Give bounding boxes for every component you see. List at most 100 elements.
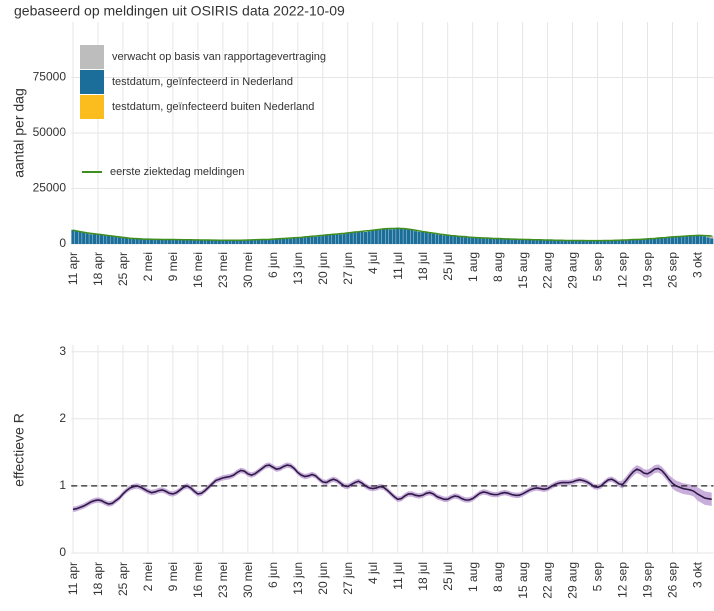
- y-axis-title: aantal per dag: [11, 88, 27, 178]
- bar: [174, 239, 179, 244]
- bar: [663, 238, 667, 244]
- bar: [460, 236, 464, 244]
- x-tick-label: 12 sep: [616, 252, 630, 288]
- x-tick-label: 11 jul: [391, 252, 405, 280]
- bar: [417, 231, 421, 244]
- bar: [702, 236, 707, 244]
- bar: [667, 237, 671, 244]
- bar: [706, 237, 710, 244]
- bar: [588, 240, 592, 244]
- bar: [510, 239, 514, 244]
- bar: [513, 239, 518, 244]
- bar: [488, 238, 493, 244]
- bar: [274, 238, 278, 244]
- bar: [463, 237, 468, 244]
- bar: [142, 239, 146, 244]
- bar: [121, 237, 125, 244]
- bar: [107, 235, 111, 244]
- bar: [331, 234, 336, 244]
- x-tick-label: 9 mei: [166, 252, 180, 281]
- x-tick-label: 11 apr: [66, 562, 80, 595]
- bar: [428, 233, 432, 244]
- bar: [563, 240, 568, 244]
- bar: [456, 236, 460, 244]
- y-tick-label: 0: [59, 545, 66, 559]
- y-tick-label: 75000: [33, 70, 67, 84]
- y-tick-label: 0: [59, 236, 66, 250]
- bar: [192, 240, 196, 244]
- bar: [78, 231, 82, 244]
- bar: [378, 229, 382, 244]
- x-tick-label: 1 aug: [466, 562, 480, 592]
- x-tick-label: 6 jun: [266, 562, 280, 588]
- x-tick-label: 18 apr: [91, 252, 105, 286]
- y-tick-label: 2: [59, 411, 66, 425]
- bar: [132, 238, 136, 244]
- bar: [413, 231, 418, 244]
- bar: [620, 239, 625, 244]
- x-tick-label: 25 jul: [441, 252, 455, 281]
- x-tick-label: 8 aug: [491, 562, 505, 592]
- x-tick-label: 19 sep: [641, 252, 655, 288]
- bar: [178, 239, 182, 244]
- bar: [606, 240, 610, 244]
- bar: [388, 229, 393, 244]
- bar: [542, 240, 546, 244]
- bar: [231, 240, 236, 244]
- bar: [264, 240, 268, 244]
- x-tick-label: 23 mei: [216, 562, 230, 598]
- bar: [645, 238, 650, 244]
- bar: [221, 240, 225, 244]
- bar: [128, 238, 132, 244]
- x-tick-label: 30 mei: [241, 252, 255, 288]
- x-tick-label: 22 aug: [541, 252, 555, 289]
- bar: [560, 240, 564, 244]
- bar: [285, 238, 289, 244]
- x-tick-label: 27 jun: [341, 562, 355, 595]
- bar: [471, 237, 475, 244]
- bar: [149, 239, 154, 244]
- bar: [545, 239, 550, 244]
- bar: [578, 240, 582, 244]
- x-tick-label: 9 mei: [166, 562, 180, 591]
- bar: [396, 227, 400, 244]
- bar: [256, 239, 261, 244]
- bar: [164, 240, 168, 244]
- bar: [710, 238, 714, 244]
- bar: [381, 229, 386, 244]
- bar: [681, 236, 685, 244]
- bar: [278, 238, 282, 244]
- bar: [189, 240, 193, 244]
- bar: [124, 238, 129, 244]
- y-tick-label: 1: [59, 478, 66, 492]
- x-tick-label: 1 aug: [466, 252, 480, 282]
- bar: [360, 231, 364, 244]
- x-tick-label: 26 sep: [666, 252, 680, 288]
- bar: [310, 236, 314, 244]
- bar: [585, 240, 589, 244]
- bar: [114, 236, 118, 244]
- bar: [303, 237, 307, 244]
- bar: [92, 234, 96, 244]
- bar: [592, 240, 596, 244]
- bar: [553, 240, 557, 244]
- bar: [556, 240, 560, 244]
- bar: [117, 237, 121, 244]
- x-tick-label: 8 aug: [491, 252, 505, 282]
- bar: [410, 230, 414, 244]
- legend-swatch: [80, 45, 104, 69]
- x-tick-label: 5 sep: [591, 252, 605, 282]
- bar: [96, 233, 100, 244]
- bar: [467, 237, 471, 244]
- bar: [299, 237, 303, 244]
- x-tick-label: 29 aug: [566, 252, 580, 289]
- x-tick-label: 13 jun: [291, 562, 305, 595]
- bar: [549, 240, 553, 244]
- bar: [85, 233, 89, 244]
- bar: [421, 231, 425, 244]
- bar: [224, 240, 229, 244]
- bar: [453, 236, 457, 244]
- bar: [146, 238, 150, 244]
- bar: [653, 238, 657, 244]
